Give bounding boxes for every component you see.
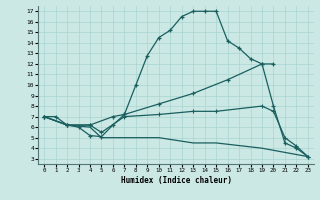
X-axis label: Humidex (Indice chaleur): Humidex (Indice chaleur)	[121, 176, 231, 185]
